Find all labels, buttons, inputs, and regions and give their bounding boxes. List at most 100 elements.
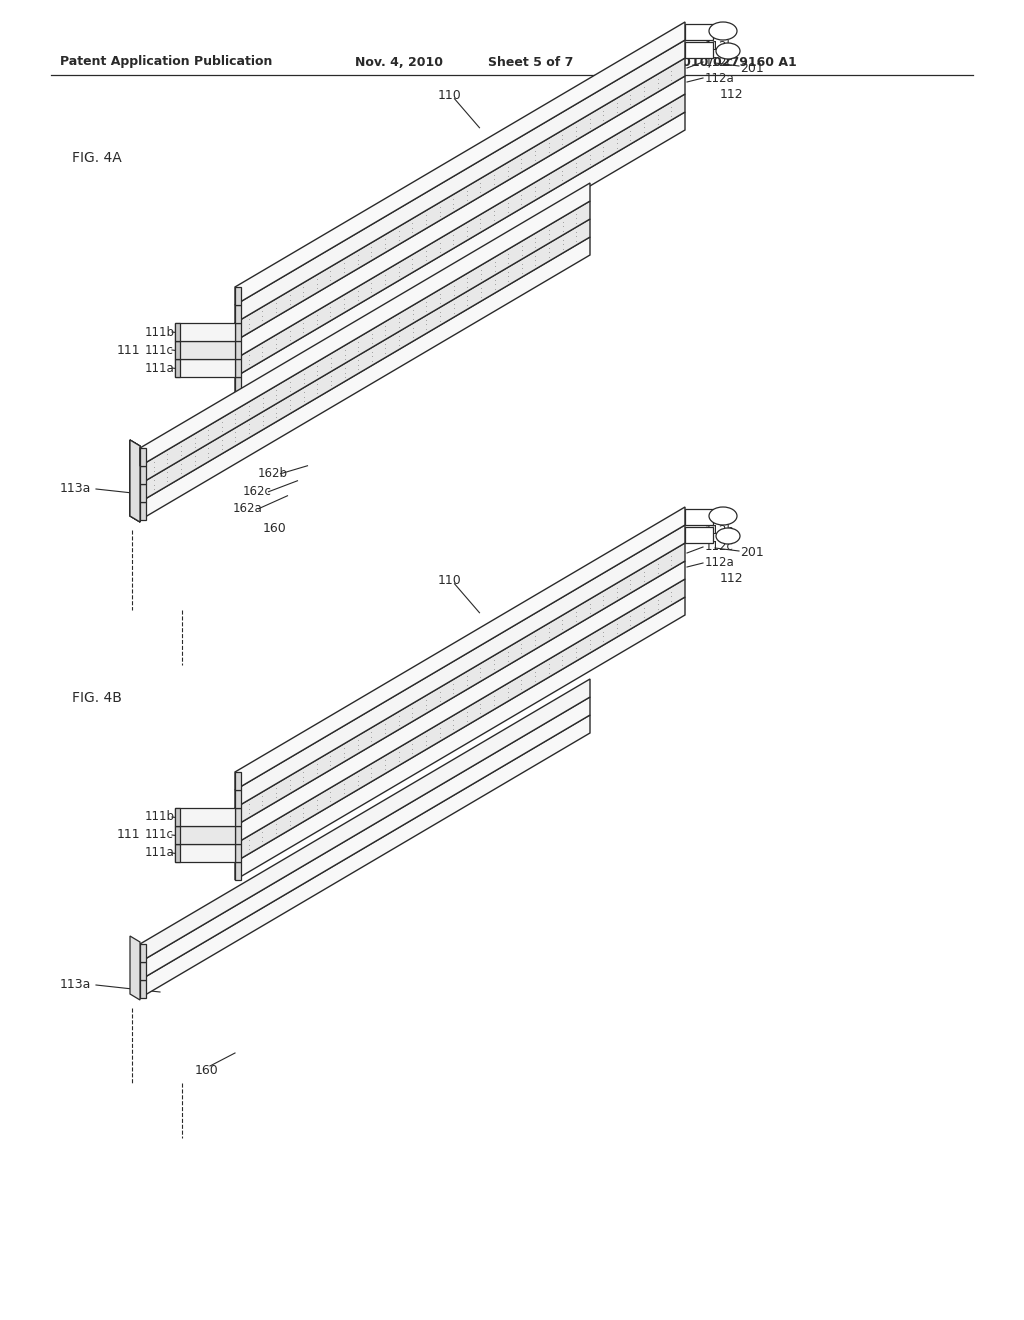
Point (500, 677, 516, 698)
Text: Patent Application Publication: Patent Application Publication (60, 55, 272, 69)
Point (664, 65, 680, 86)
Point (472, 173, 488, 194)
Point (268, 384, 285, 405)
Point (567, 157, 584, 178)
Point (459, 185, 475, 206)
Text: 111c: 111c (145, 343, 174, 356)
Point (472, 209, 488, 230)
Text: 112c: 112c (705, 55, 734, 69)
Point (459, 276, 475, 297)
Point (432, 301, 449, 322)
Point (173, 436, 189, 457)
Point (636, 77, 652, 98)
Point (582, 117, 598, 139)
Polygon shape (140, 502, 146, 520)
Point (431, 242, 447, 263)
Point (418, 318, 434, 339)
Point (636, 565, 652, 586)
Point (526, 185, 543, 206)
Point (636, 597, 652, 618)
Point (431, 726, 447, 747)
Point (445, 224, 462, 246)
Point (636, 116, 652, 137)
Point (349, 739, 366, 760)
Point (608, 586, 625, 607)
Point (377, 334, 393, 355)
Point (445, 234, 462, 255)
Point (323, 261, 339, 282)
Point (608, 622, 625, 643)
Point (473, 277, 489, 298)
Point (555, 228, 571, 249)
Point (595, 100, 611, 121)
Point (241, 830, 257, 851)
Point (241, 793, 257, 814)
Point (323, 297, 339, 318)
Point (472, 698, 488, 719)
Point (377, 273, 393, 294)
Point (649, 69, 666, 90)
Point (445, 284, 462, 305)
Text: 111: 111 (117, 343, 140, 356)
Point (459, 226, 475, 247)
Point (241, 396, 257, 417)
Point (418, 689, 434, 710)
Point (186, 455, 203, 477)
Point (541, 137, 557, 158)
Point (513, 153, 529, 174)
Point (513, 185, 529, 206)
Point (308, 269, 325, 290)
Point (391, 317, 408, 338)
Polygon shape (175, 341, 180, 359)
Point (500, 193, 516, 214)
Point (145, 470, 162, 491)
Point (514, 240, 530, 261)
Point (227, 426, 244, 447)
Text: 112a: 112a (705, 557, 735, 569)
Point (664, 554, 680, 576)
Point (267, 329, 284, 350)
Point (664, 96, 680, 117)
Point (636, 84, 652, 106)
Point (513, 643, 529, 664)
Point (267, 334, 284, 355)
Text: 112: 112 (720, 573, 743, 586)
Point (472, 702, 488, 723)
Point (282, 770, 298, 791)
Point (459, 216, 475, 238)
Point (541, 653, 557, 675)
Point (486, 201, 503, 222)
Point (554, 614, 570, 635)
Point (459, 710, 475, 731)
Text: 111c: 111c (145, 829, 174, 842)
Polygon shape (234, 22, 685, 305)
Point (336, 747, 352, 768)
Point (527, 231, 544, 252)
Polygon shape (234, 112, 685, 395)
Point (390, 261, 407, 282)
Point (526, 626, 543, 647)
Point (459, 701, 475, 722)
Point (664, 100, 680, 121)
Point (567, 120, 584, 141)
Point (255, 392, 271, 413)
Point (623, 605, 639, 626)
Point (404, 734, 421, 755)
Point (541, 626, 557, 647)
Point (227, 421, 244, 442)
Text: FIG. 4A: FIG. 4A (72, 150, 122, 165)
Point (309, 378, 326, 399)
Text: 112b: 112b (705, 40, 735, 53)
Polygon shape (234, 359, 241, 378)
Point (636, 121, 652, 143)
Polygon shape (130, 440, 140, 521)
Point (267, 293, 284, 314)
Point (608, 132, 625, 153)
Point (459, 665, 475, 686)
Point (554, 618, 570, 639)
Point (309, 360, 326, 381)
Polygon shape (130, 440, 140, 521)
Point (432, 284, 449, 305)
Text: 162a: 162a (232, 502, 262, 515)
Point (241, 840, 257, 861)
